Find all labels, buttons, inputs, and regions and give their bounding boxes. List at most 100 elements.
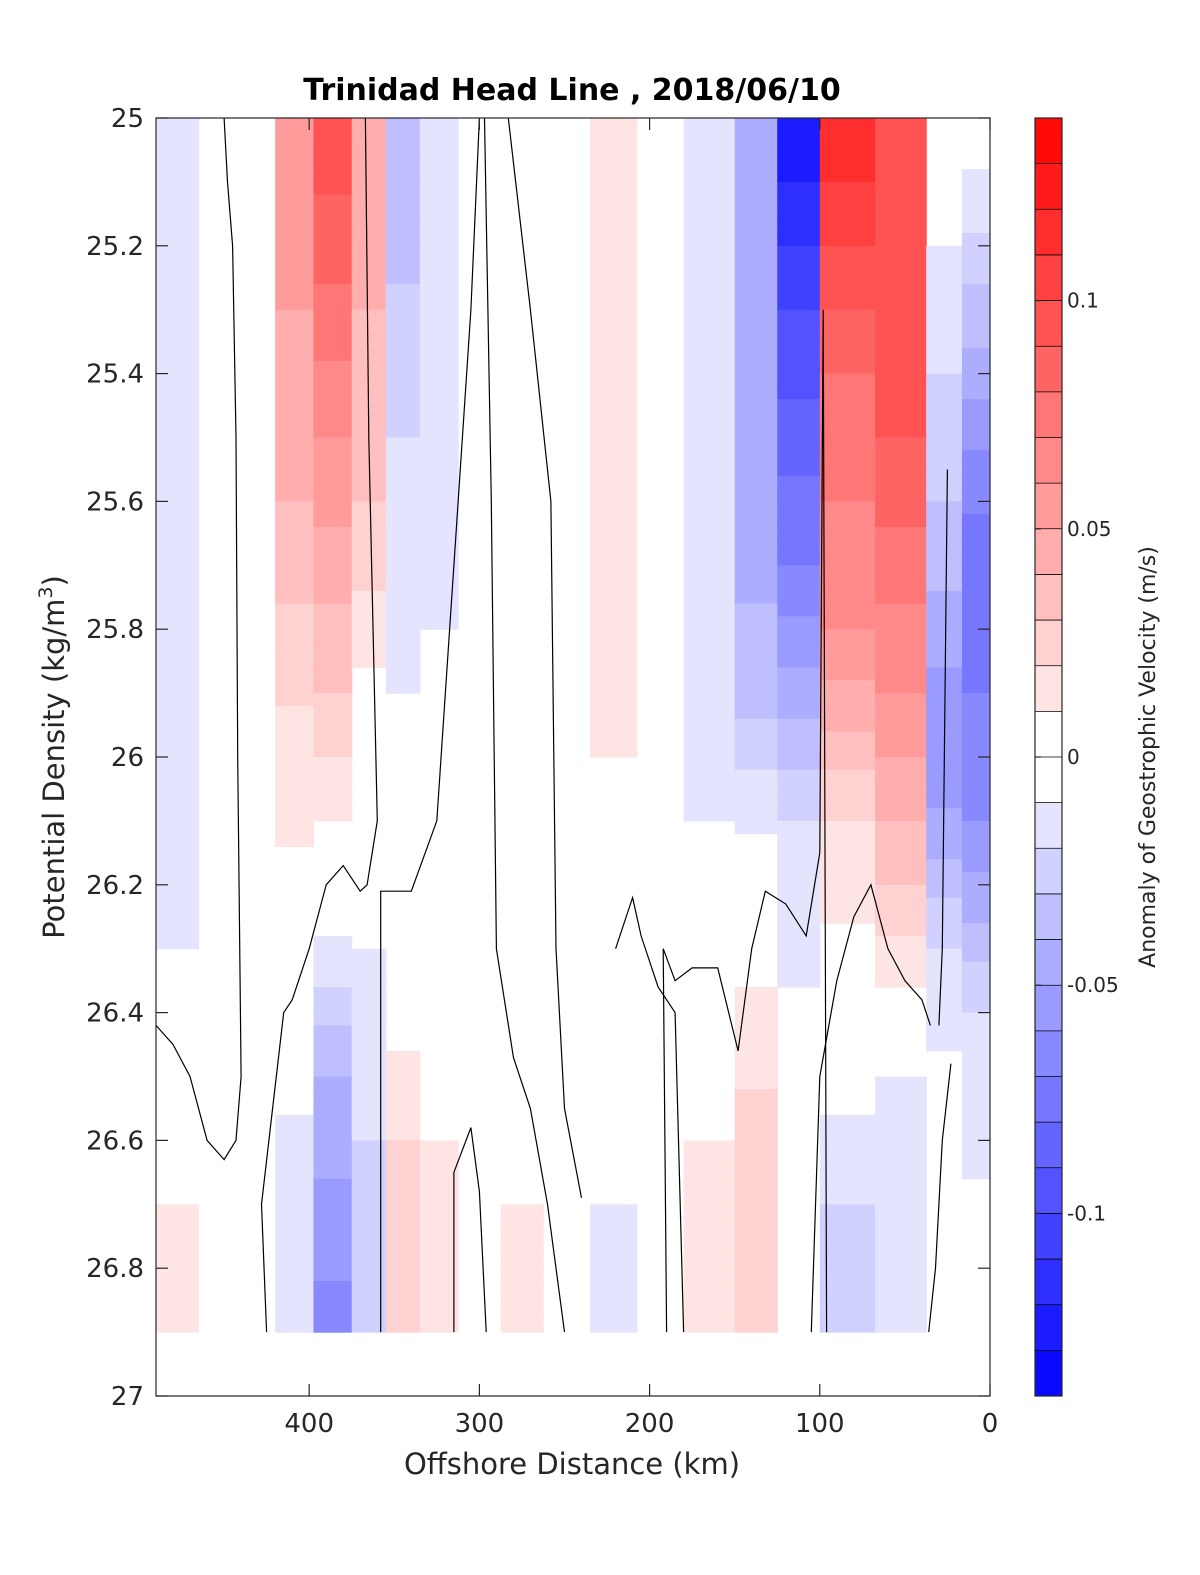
heatmap-cell — [385, 654, 421, 669]
heatmap-cell — [875, 846, 927, 860]
heatmap-cell — [734, 565, 778, 579]
heatmap-cell — [926, 603, 963, 618]
heatmap-cell — [351, 1306, 387, 1320]
heatmap-cell — [961, 974, 990, 988]
heatmap-cell — [419, 552, 459, 566]
plot-area: 400 300 200 100 0 25 25.2 25.4 25.6 25.8 26 26.2 26… — [86, 104, 998, 1439]
heatmap-cell — [385, 1140, 421, 1154]
y-tick-label: 25.2 — [86, 232, 144, 262]
y-tick-label: 25.6 — [86, 487, 144, 517]
heatmap-cell — [734, 744, 778, 758]
heatmap-cell — [961, 808, 990, 822]
heatmap-cell — [683, 718, 736, 733]
heatmap-cell — [313, 373, 353, 387]
heatmap-cell — [419, 156, 459, 170]
heatmap-cell — [875, 641, 927, 656]
heatmap-cell — [385, 411, 421, 426]
heatmap-cell — [875, 552, 927, 566]
heatmap-cell — [351, 1089, 387, 1103]
heatmap-cell — [961, 705, 990, 720]
heatmap-cell — [819, 603, 876, 618]
heatmap-cell — [819, 1165, 876, 1180]
heatmap-cell — [926, 693, 963, 707]
heatmap-cell — [275, 475, 315, 490]
heatmap-cell — [961, 411, 990, 426]
heatmap-cell — [926, 1012, 963, 1026]
heatmap-cell — [777, 654, 821, 669]
heatmap-cell — [683, 399, 736, 413]
heatmap-cell — [156, 846, 200, 860]
heatmap-cell — [734, 194, 778, 209]
heatmap-cell — [351, 181, 387, 196]
heatmap-cell — [819, 1229, 876, 1244]
heatmap-cell — [275, 1140, 315, 1154]
heatmap-cell — [590, 322, 638, 336]
heatmap-cell — [819, 629, 876, 643]
heatmap-cell — [683, 1165, 736, 1180]
heatmap-cell — [275, 360, 315, 375]
heatmap-cell — [419, 1293, 459, 1308]
heatmap-cell — [819, 578, 876, 592]
heatmap-cell — [683, 233, 736, 247]
heatmap-cell — [313, 514, 353, 528]
heatmap-cell — [734, 1255, 778, 1269]
colorbar-swatch — [1035, 1076, 1062, 1123]
heatmap-cell — [875, 667, 927, 681]
colorbar-swatch — [1035, 1122, 1062, 1168]
heatmap-cell — [819, 526, 876, 541]
heatmap-cell — [683, 693, 736, 707]
heatmap-cell — [275, 348, 315, 362]
colorbar-swatch — [1035, 893, 1062, 940]
heatmap-cell — [385, 1268, 421, 1282]
heatmap-cell — [313, 718, 353, 733]
heatmap-cell — [385, 245, 421, 260]
heatmap-cell — [734, 1319, 778, 1333]
heatmap-cell — [156, 590, 200, 605]
heatmap-cell — [734, 1114, 778, 1129]
heatmap-cell — [419, 284, 459, 298]
heatmap-cell — [926, 322, 963, 336]
heatmap-cell — [419, 1140, 459, 1154]
heatmap-cell — [156, 1204, 200, 1218]
heatmap-cell — [734, 1050, 778, 1065]
heatmap-cell — [875, 1165, 927, 1180]
heatmap-cell — [419, 169, 459, 183]
heatmap-cell — [777, 411, 821, 426]
heatmap-cell — [875, 258, 927, 272]
heatmap-cell — [777, 629, 821, 643]
heatmap-cell — [926, 296, 963, 311]
heatmap-cell — [313, 1306, 353, 1320]
heatmap-cell — [875, 782, 927, 796]
heatmap-cell — [419, 1178, 459, 1193]
heatmap-cell — [777, 552, 821, 566]
heatmap-cell — [961, 373, 990, 387]
heatmap-cell — [875, 1140, 927, 1154]
heatmap-cell — [500, 1280, 544, 1295]
heatmap-cell — [875, 348, 927, 362]
heatmap-cell — [875, 923, 927, 937]
heatmap-cell — [819, 616, 876, 630]
heatmap-cell — [961, 820, 990, 835]
heatmap-cell — [734, 501, 778, 515]
heatmap-cell — [734, 233, 778, 247]
heatmap-cell — [590, 309, 638, 324]
heatmap-cell — [156, 322, 200, 336]
heatmap-cell — [275, 501, 315, 515]
heatmap-cell — [777, 386, 821, 400]
heatmap-cell — [819, 501, 876, 515]
heatmap-cell — [819, 884, 876, 899]
heatmap-cell — [351, 1191, 387, 1205]
heatmap-cell — [683, 488, 736, 502]
heatmap-cell — [819, 1280, 876, 1295]
heatmap-cell — [419, 143, 459, 157]
heatmap-cell — [313, 526, 353, 541]
heatmap-cell — [156, 271, 200, 285]
heatmap-cell — [156, 399, 200, 413]
heatmap-cell — [156, 437, 200, 451]
heatmap-cell — [351, 974, 387, 988]
heatmap-cell — [819, 897, 876, 911]
heatmap-cell — [777, 348, 821, 362]
heatmap-cell — [875, 1191, 927, 1205]
heatmap-cell — [590, 1229, 638, 1244]
heatmap-cell — [875, 1127, 927, 1141]
